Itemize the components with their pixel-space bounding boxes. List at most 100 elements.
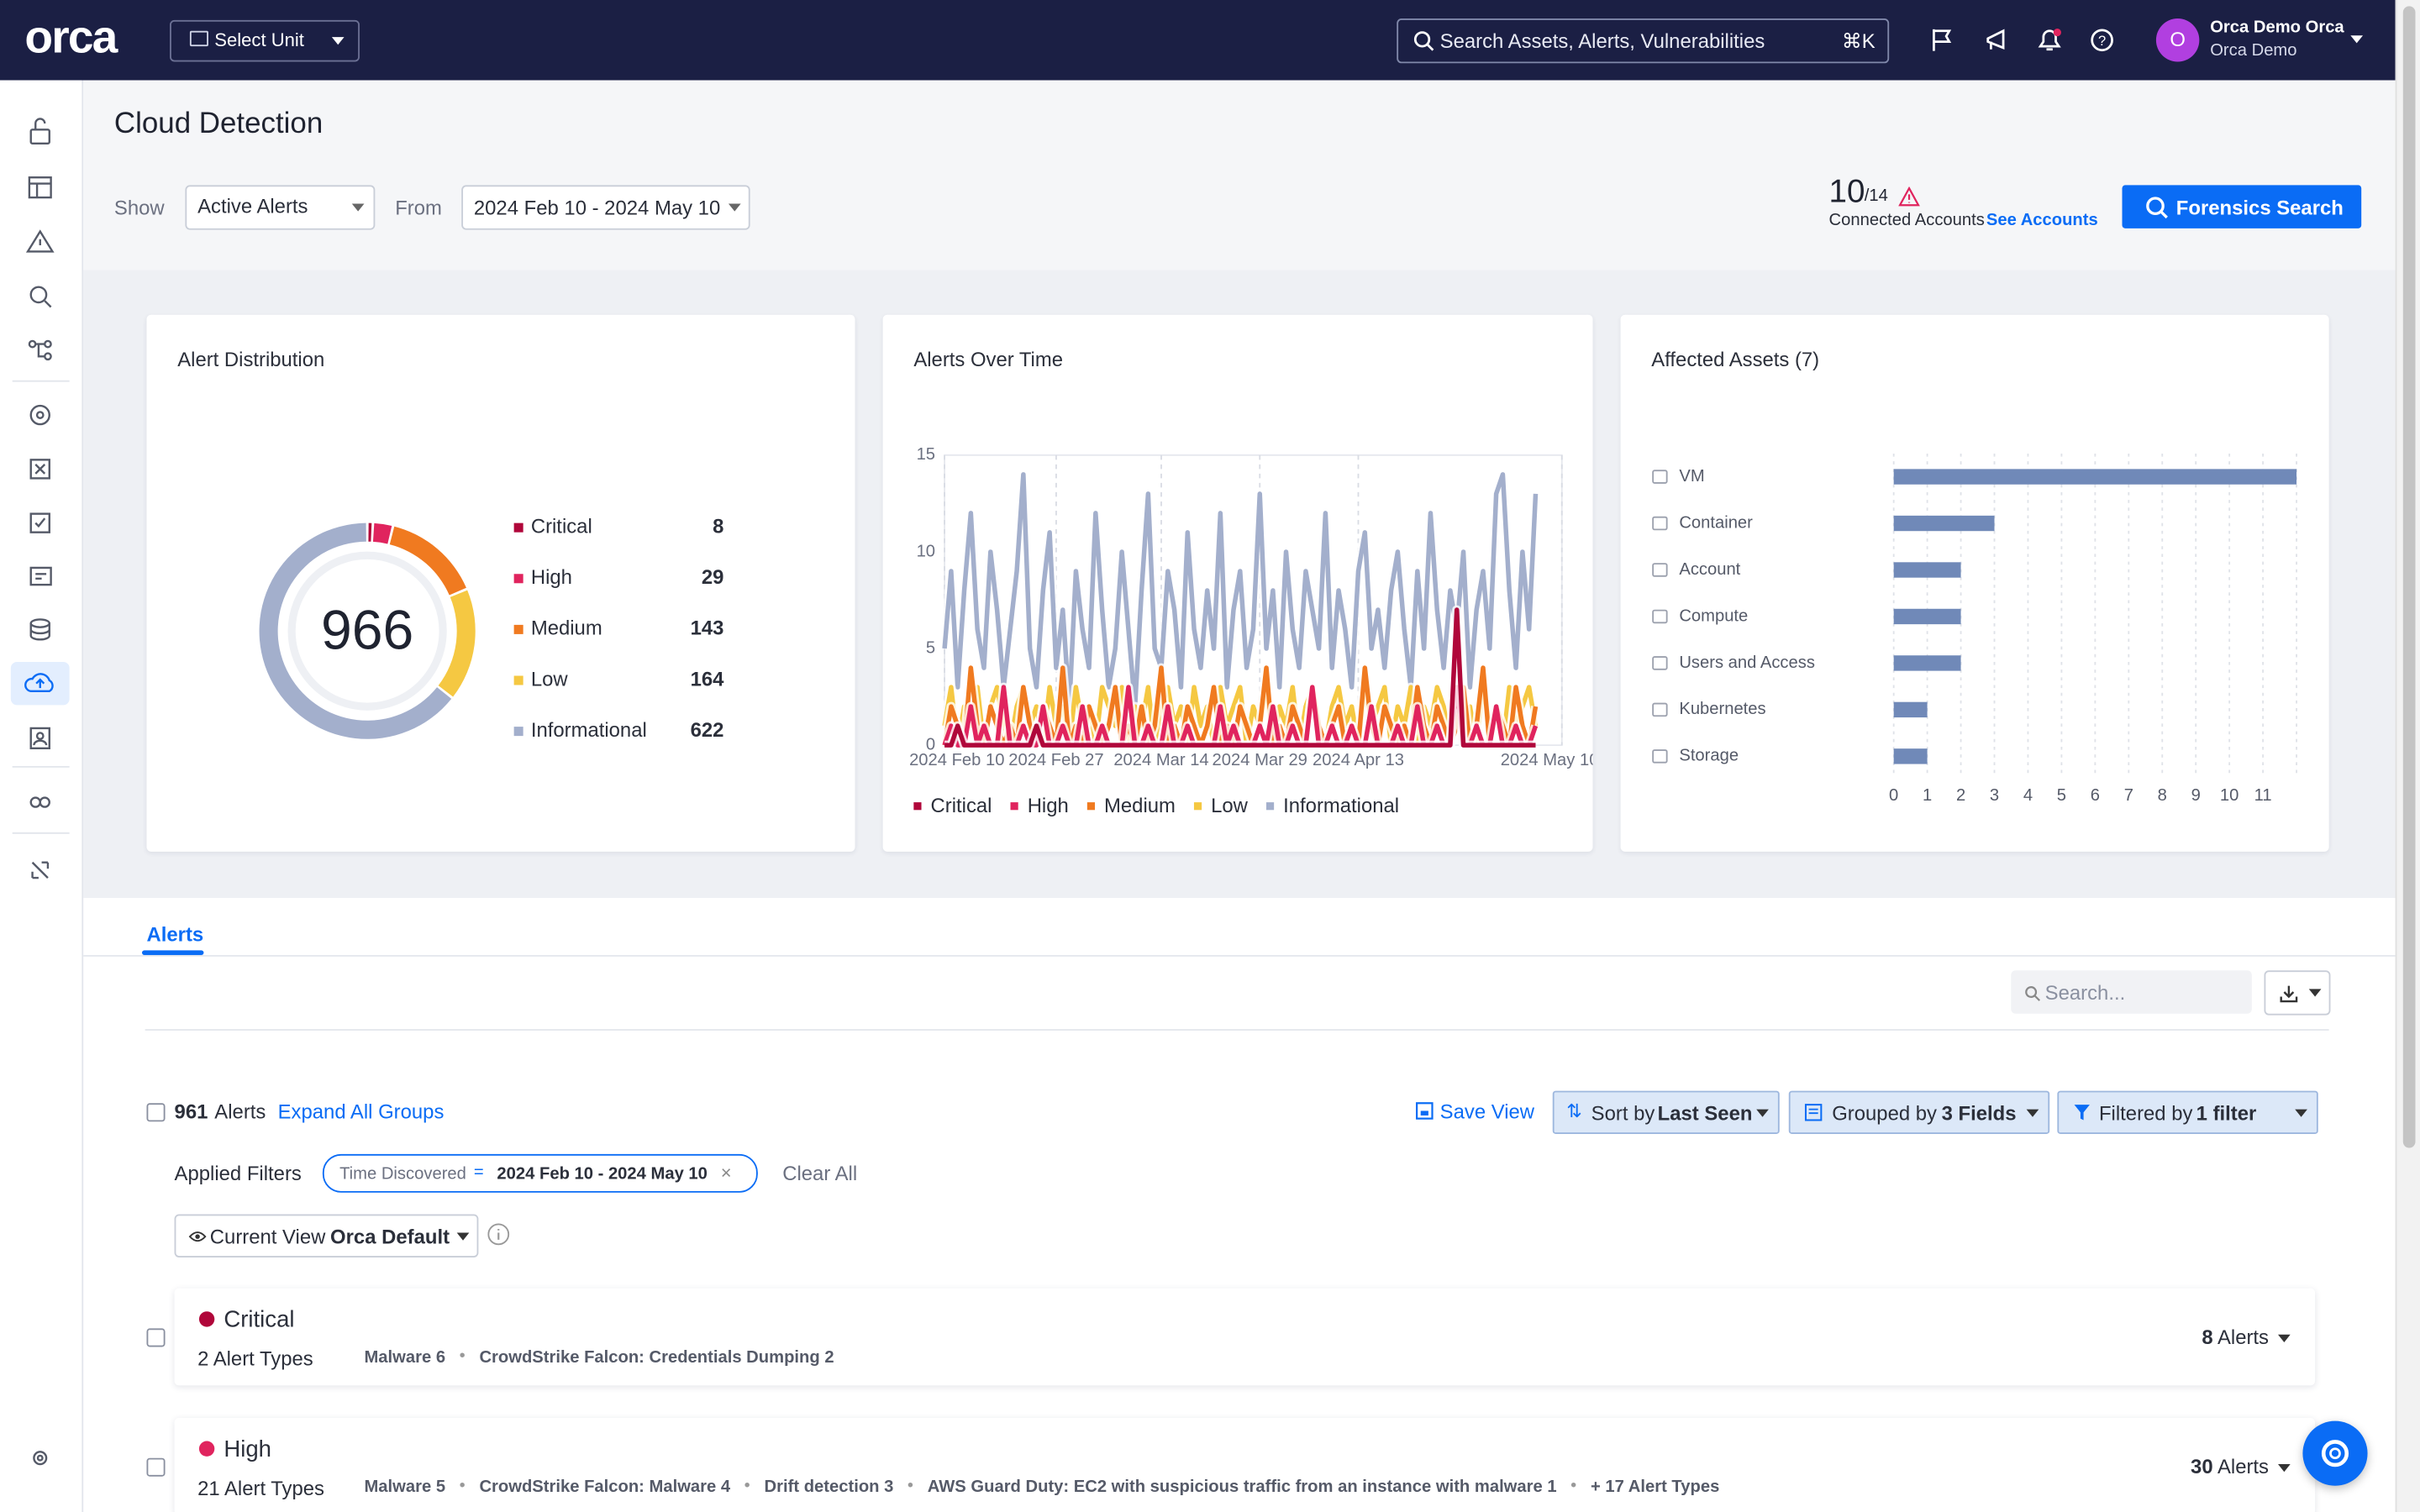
nav-icon[interactable] <box>29 286 48 304</box>
connected-label: Connected Accounts <box>1828 211 1985 230</box>
alert-type-item: Drift detection 3 <box>764 1478 894 1497</box>
y-tick-label: Kubernetes <box>1679 700 1765 718</box>
legend-swatch <box>1010 802 1018 811</box>
filter-chip[interactable]: Time Discovered = 2024 Feb 10 - 2024 May… <box>322 1153 758 1193</box>
nav-icon[interactable] <box>33 1451 48 1466</box>
flag-icon[interactable] <box>1933 29 1952 51</box>
nav-icon[interactable] <box>29 566 52 586</box>
alert-count-label: Alerts <box>214 1100 266 1124</box>
help-icon[interactable] <box>2091 29 2113 52</box>
alert-group[interactable]: High 21 Alert Types Malware 5 • CrowdStrike … <box>174 1417 2316 1512</box>
nav-icon[interactable] <box>29 459 50 480</box>
nav-icon[interactable] <box>28 339 37 349</box>
group-icon <box>1804 1104 1823 1121</box>
x-tick-label: 8 <box>2158 786 2167 805</box>
applied-filters-label: Applied Filters <box>174 1162 302 1185</box>
y-tick-label: VM <box>1679 467 1704 486</box>
legend-swatch <box>513 727 523 737</box>
show-label: Show <box>113 196 165 219</box>
x-tick-label: 2024 Apr 13 <box>1313 751 1404 769</box>
count-label: Alerts <box>2217 1455 2269 1478</box>
nav-icons <box>10 118 70 1466</box>
alert-types: 21 Alert Types <box>197 1476 325 1500</box>
legend-label: Medium <box>531 617 602 640</box>
filter-label: Filtered by <box>2098 1101 2193 1125</box>
legend-swatch <box>1193 802 1202 811</box>
chart-card: Alert Distribution Critical 8 High 29 Medium 1… <box>146 314 855 852</box>
forensics-button[interactable]: Forensics Search <box>2122 185 2362 228</box>
view-select[interactable]: Current View Orca Default <box>174 1214 479 1257</box>
nav-icon[interactable] <box>29 727 50 750</box>
nav-icon[interactable] <box>29 512 50 533</box>
unit-select[interactable]: Select Unit <box>170 19 360 62</box>
user-caret[interactable] <box>2350 35 2364 44</box>
alert-type-item: Malware 6 <box>364 1348 446 1368</box>
nav-icon[interactable] <box>29 404 50 426</box>
alerts-search[interactable]: Search... <box>2011 970 2252 1014</box>
page-title: Cloud Detection <box>113 108 324 141</box>
warning-icon <box>1898 186 1920 207</box>
connected-count: 10 <box>1828 174 1865 210</box>
nav-icon[interactable] <box>28 176 52 199</box>
alert-group[interactable]: Critical 2 Alert Types Malware 6 • CrowdStri… <box>174 1288 2316 1386</box>
y-tick-label: 5 <box>926 638 935 657</box>
caret <box>2295 1109 2307 1117</box>
chart-card: Alerts Over Time 0 5 10 15 2024 Feb 10 2024 Fe… <box>882 314 1593 852</box>
forensics-label: Forensics Search <box>2175 196 2344 219</box>
select-all[interactable] <box>146 1103 166 1122</box>
x-tick-label: 10 <box>2220 786 2238 805</box>
x-tick-label: 9 <box>2191 786 2201 805</box>
date-select[interactable]: 2024 Feb 10 - 2024 May 10 <box>461 185 750 230</box>
separator: • <box>459 1347 466 1366</box>
global-search[interactable]: Search Assets, Alerts, Vulnerabilities ⌘… <box>1397 18 1890 64</box>
group-button[interactable]: Grouped by 3 Fields <box>1788 1090 2050 1134</box>
clear-all[interactable]: Clear All <box>782 1162 858 1185</box>
expand-groups[interactable]: Expand All Groups <box>277 1100 445 1124</box>
nav-icon[interactable] <box>29 618 50 628</box>
x-tick-label: 2024 May 10 <box>1501 751 1593 769</box>
chat-button[interactable] <box>2302 1420 2368 1486</box>
legend-label: High <box>1028 795 1069 817</box>
alert-group-count: 30 Alerts <box>2191 1455 2291 1478</box>
category-icon <box>1652 609 1668 624</box>
filter-button[interactable]: Filtered by 1 filter <box>2057 1090 2318 1134</box>
search-icon <box>1413 31 1434 51</box>
nav-icon[interactable] <box>31 861 50 879</box>
severity-icon <box>198 1441 215 1457</box>
group-label: Grouped by <box>1832 1101 1937 1125</box>
see-accounts[interactable]: See Accounts <box>1986 211 2098 230</box>
nav-icon-active[interactable] <box>24 673 54 693</box>
export-button[interactable] <box>2264 970 2331 1016</box>
alert-type-item: AWS Guard Duty: EC2 with suspicious traf… <box>927 1478 1557 1497</box>
svg-text:?: ? <box>2098 33 2106 49</box>
filter-icon <box>2074 1105 2090 1121</box>
nav-icon[interactable] <box>29 796 50 808</box>
logo[interactable]: orca <box>24 12 118 64</box>
avatar[interactable]: O <box>2155 18 2200 62</box>
legend-swatch <box>513 675 523 685</box>
row-checkbox[interactable] <box>146 1328 166 1347</box>
show-select[interactable]: Active Alerts <box>185 185 376 230</box>
severity-icon <box>198 1311 215 1327</box>
x-tick-label: 2 <box>1956 786 1965 805</box>
legend-value: 8 <box>713 515 723 538</box>
legend-value: 622 <box>691 719 724 742</box>
scroll-thumb[interactable] <box>2402 6 2416 1148</box>
announce-icon[interactable] <box>1986 29 2005 50</box>
sort-label: Sort by <box>1591 1101 1655 1125</box>
y-tick-label: Users and Access <box>1679 654 1815 672</box>
row-checkbox[interactable] <box>146 1457 166 1477</box>
bell-icon[interactable] <box>2038 29 2061 51</box>
nav-icon[interactable] <box>25 229 55 253</box>
alerts-tab[interactable]: Alerts <box>146 922 204 946</box>
legend-value: 143 <box>691 617 724 640</box>
legend-label: Informational <box>531 719 647 742</box>
chip-remove[interactable]: × <box>720 1162 732 1184</box>
info-icon[interactable] <box>487 1222 511 1247</box>
nav-icon[interactable] <box>29 129 50 145</box>
sort-button[interactable]: ⇅ Sort by Last Seen <box>1552 1090 1780 1134</box>
search-icon <box>2146 197 2168 219</box>
sort-value: Last Seen <box>1657 1101 1753 1125</box>
x-tick-label: 5 <box>2057 786 2066 805</box>
